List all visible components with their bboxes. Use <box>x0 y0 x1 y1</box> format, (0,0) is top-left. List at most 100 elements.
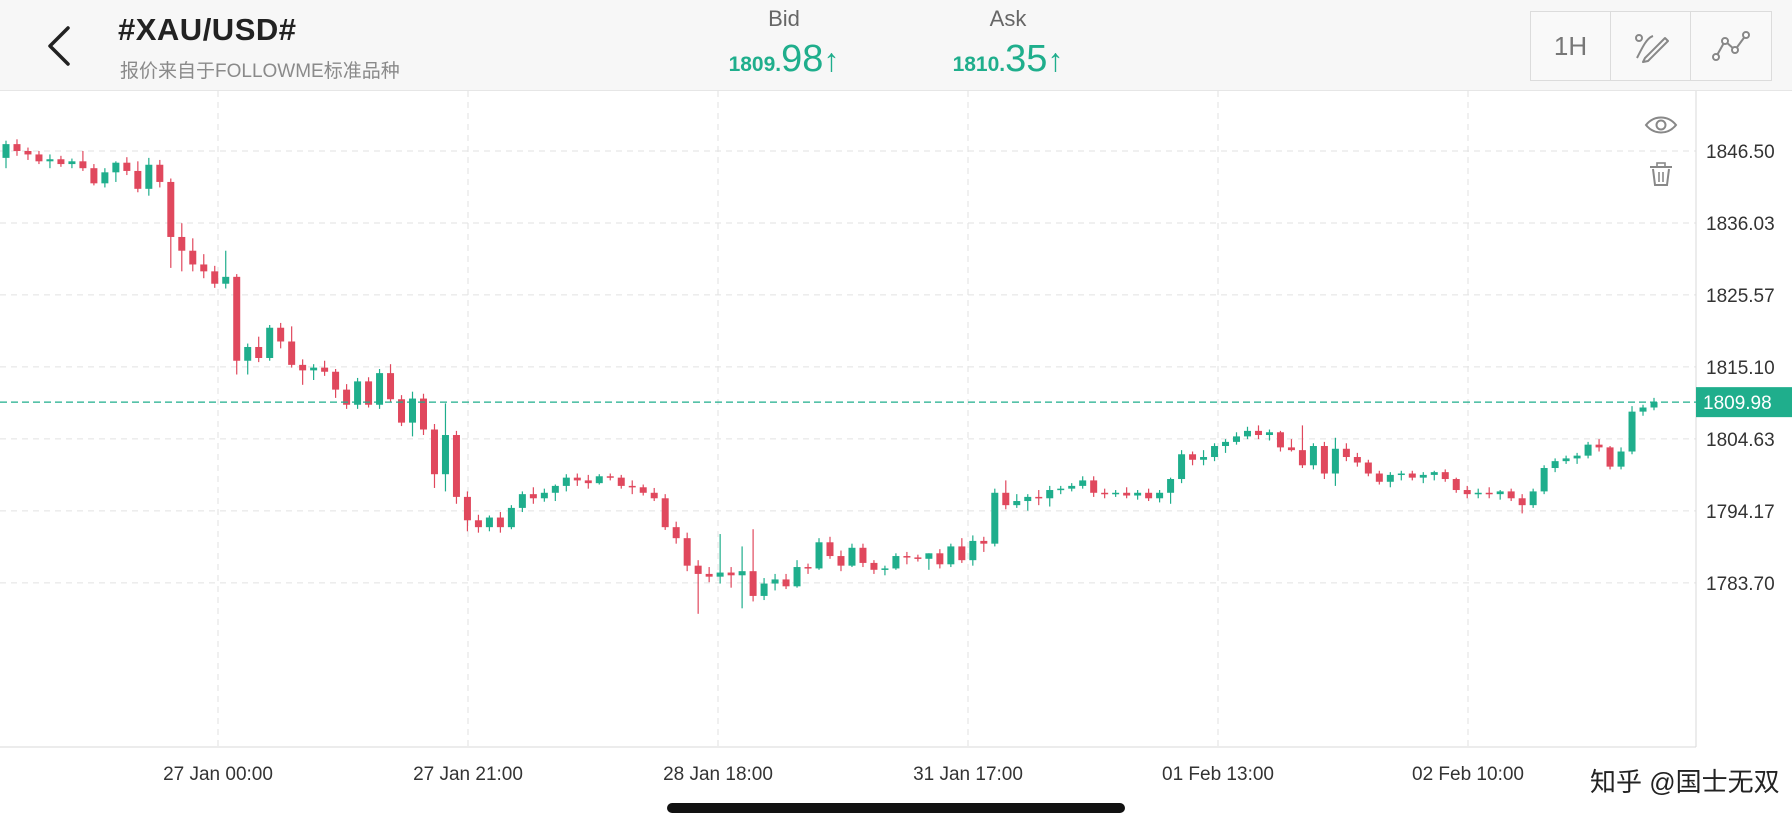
candle-body <box>1167 479 1175 493</box>
candle-body <box>1233 436 1241 442</box>
candle <box>387 364 395 403</box>
candle-body <box>1441 472 1449 480</box>
candle <box>1178 450 1186 484</box>
candle <box>870 560 878 574</box>
candle <box>837 550 845 572</box>
candle-body <box>1397 473 1405 476</box>
candle <box>1123 487 1131 499</box>
candle <box>1200 450 1208 466</box>
candle-body <box>167 181 175 237</box>
candle <box>485 515 493 532</box>
candle-body <box>1309 446 1317 466</box>
candle <box>145 157 153 196</box>
candle <box>628 480 636 495</box>
candle-body <box>650 492 658 499</box>
candle <box>123 157 131 176</box>
x-tick-label: 27 Jan 00:00 <box>163 764 273 785</box>
candle <box>1254 425 1262 440</box>
candle-body <box>716 572 724 577</box>
chevron-left-icon <box>48 26 70 66</box>
back-button[interactable] <box>40 22 80 70</box>
candle <box>1353 452 1361 467</box>
candle-body <box>848 547 856 566</box>
candle <box>760 578 768 601</box>
candle-body <box>376 373 384 405</box>
candle <box>156 159 164 188</box>
candle <box>848 543 856 568</box>
trash-icon[interactable] <box>1650 162 1672 186</box>
candle-body <box>1320 446 1328 474</box>
candle <box>936 549 944 569</box>
candle-body <box>1496 491 1504 495</box>
eye-icon[interactable] <box>1644 116 1678 134</box>
home-indicator[interactable] <box>667 803 1125 813</box>
candle-body <box>606 476 614 478</box>
candle-body <box>288 341 296 365</box>
candle-body <box>969 540 977 561</box>
timeframe-button[interactable]: 1H <box>1531 12 1611 80</box>
candle-body <box>573 477 581 481</box>
candle-body <box>694 565 702 574</box>
candle-body <box>683 538 691 566</box>
candle <box>463 491 471 532</box>
candle <box>1375 470 1383 485</box>
candle <box>24 147 32 160</box>
candle-body <box>101 172 109 184</box>
draw-tool-button[interactable] <box>1611 12 1691 80</box>
candle <box>277 322 285 349</box>
y-tick-label: 1794.17 <box>1706 502 1775 523</box>
candle <box>518 491 526 513</box>
candle-body <box>1617 451 1625 467</box>
candle <box>1287 439 1295 452</box>
y-tick-label: 1815.10 <box>1706 358 1775 379</box>
candle-body <box>1200 457 1208 460</box>
candle-body <box>1156 492 1164 499</box>
candle-body <box>529 494 537 499</box>
candle-body <box>1276 432 1284 448</box>
candle-body <box>1551 461 1559 469</box>
candle-body <box>1485 492 1493 495</box>
candle <box>1628 406 1636 455</box>
candle <box>79 151 87 171</box>
indicator-button[interactable] <box>1691 12 1771 80</box>
candle <box>1485 487 1493 499</box>
candle <box>1320 441 1328 480</box>
bid-price: 1809.98↑ <box>704 38 864 81</box>
line-chart-icon <box>1712 31 1750 61</box>
candle-body <box>1101 492 1109 495</box>
candle-body <box>1650 402 1658 408</box>
candle <box>1419 472 1427 484</box>
candle-body <box>815 542 823 569</box>
y-tick-label: 1846.50 <box>1706 142 1775 163</box>
candle <box>507 505 515 530</box>
ask-price-major: 1810. <box>952 53 1006 76</box>
candle-body <box>452 435 460 497</box>
candle <box>793 560 801 588</box>
candle <box>1595 439 1603 452</box>
candle-body <box>551 485 559 493</box>
candle-body <box>244 346 252 361</box>
candle <box>288 326 296 368</box>
candle-body <box>1364 462 1372 474</box>
candle <box>1331 437 1339 486</box>
candle <box>1551 458 1559 473</box>
candlestick-chart[interactable]: 1846.50 1836.03 1825.57 1815.10 1804.63 1794.… <box>0 91 1792 828</box>
candle-body <box>112 162 120 173</box>
candle-body <box>68 161 76 165</box>
candle-body <box>870 562 878 570</box>
candle <box>1167 477 1175 504</box>
candle <box>1606 446 1614 470</box>
candle <box>980 536 988 552</box>
candle-body <box>771 579 779 584</box>
candle <box>771 573 779 591</box>
candle-body <box>2 144 10 158</box>
candle <box>266 324 274 361</box>
candle-body <box>1595 444 1603 448</box>
candle <box>211 265 219 288</box>
candle <box>595 474 603 485</box>
candle <box>1430 470 1438 481</box>
candle-body <box>738 571 746 576</box>
candle-body <box>1331 448 1339 474</box>
candle <box>90 164 98 186</box>
candle-body <box>79 161 87 169</box>
